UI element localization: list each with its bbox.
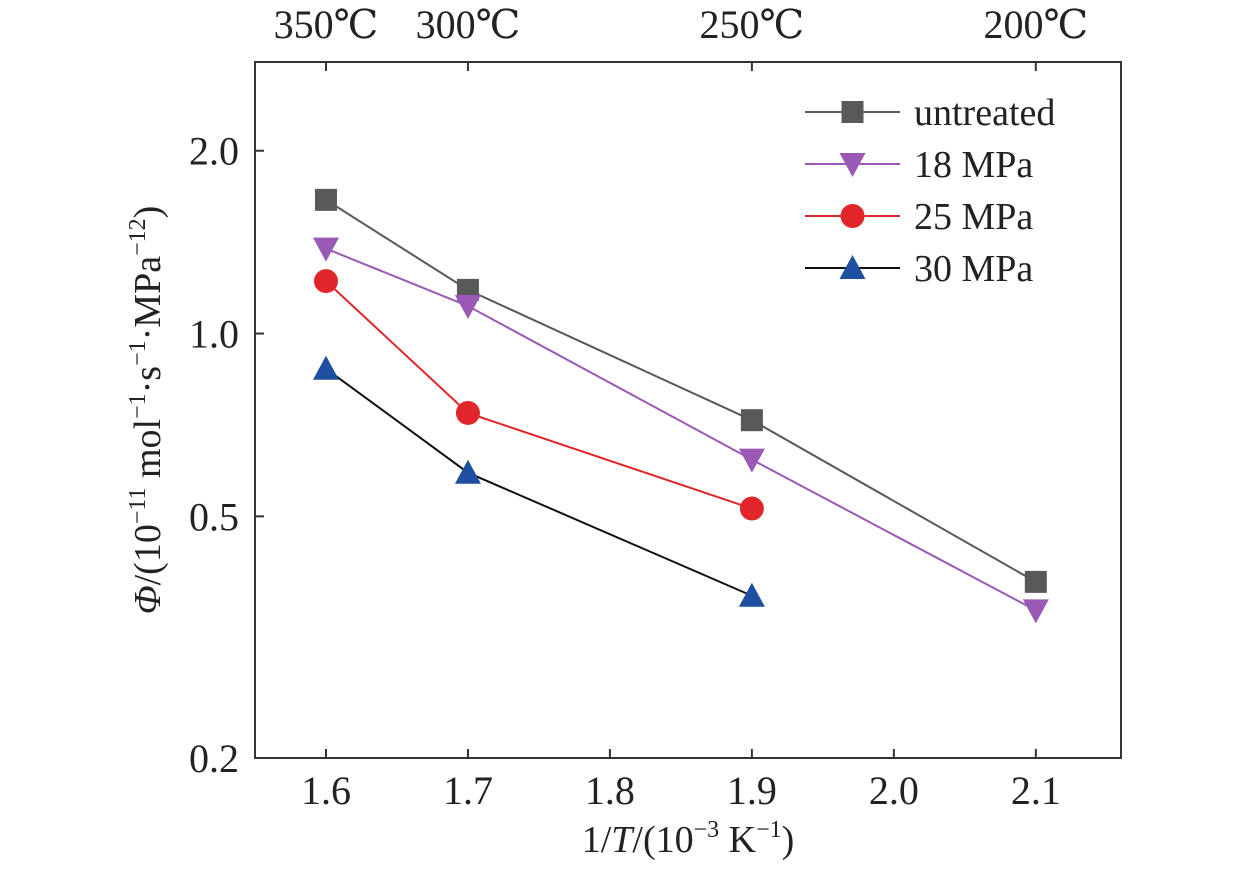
- x-axis-title-variable: T: [611, 819, 635, 861]
- x-tick-label: 1.7: [443, 768, 493, 813]
- legend-entry: 30 MPa: [805, 248, 1033, 290]
- series-3: [312, 355, 765, 607]
- x-axis-title-suffix: ): [782, 819, 795, 861]
- series-line: [325, 367, 753, 597]
- data-point: [312, 355, 339, 380]
- data-point: [739, 496, 764, 521]
- legend-label: untreated: [914, 92, 1055, 134]
- data-point: [1022, 599, 1049, 624]
- x-tick-label: 2.0: [869, 768, 919, 813]
- legend-entry: 25 MPa: [805, 196, 1033, 238]
- y-axis-title: Φ/(10−11 mol−1·s−1·MPa−12): [125, 206, 169, 615]
- legend-marker: [839, 255, 866, 279]
- y-axis-title-part-a: /(10: [127, 524, 169, 585]
- y-axis-title-exp-3: −1: [125, 340, 151, 366]
- tick-layer: 1.6 1.7 1.8 1.9 2.0 2.1 0.2 0.5 1.0 2.0 350℃ 300℃ 25…: [189, 2, 1088, 813]
- x-axis-title-mid: /(10: [632, 819, 693, 861]
- x-axis-title-prefix: 1/: [582, 819, 612, 861]
- series-line: [325, 280, 753, 510]
- top-tick-label: 250℃: [700, 2, 805, 47]
- series-layer: [312, 188, 1049, 624]
- x-tick-label: 1.8: [585, 768, 635, 813]
- legend-label: 25 MPa: [914, 196, 1033, 238]
- data-point: [1024, 570, 1047, 593]
- legend-label: 18 MPa: [914, 144, 1033, 186]
- y-tick-label: 2.0: [189, 129, 239, 174]
- data-point: [454, 459, 481, 484]
- y-axis-title-part-c: ·s: [127, 366, 169, 393]
- y-tick-label: 1.0: [189, 312, 239, 357]
- data-point: [738, 582, 765, 607]
- plot-frame: [254, 61, 1122, 759]
- y-axis-title-part-f: ): [127, 206, 169, 219]
- series-line: [325, 247, 1037, 612]
- y-axis-title-variable: Φ: [127, 585, 169, 614]
- data-point: [454, 295, 481, 320]
- y-axis-title-exp-1: −11: [125, 488, 151, 525]
- y-axis-title-exp-2: −1: [125, 393, 151, 419]
- x-tick-label: 2.1: [1011, 768, 1061, 813]
- series-line: [325, 199, 1037, 583]
- x-tick-label: 1.9: [727, 768, 777, 813]
- legend-entry: 18 MPa: [805, 144, 1033, 186]
- legend-entry: untreated: [805, 92, 1055, 134]
- series-1: [312, 237, 1049, 624]
- y-axis-title-part-d: ·MPa: [127, 256, 169, 341]
- x-axis-title: 1/T/(10−3 K−1): [582, 817, 795, 861]
- legend-marker: [841, 101, 864, 123]
- y-axis-title-part-b: mol: [127, 419, 169, 488]
- x-tick-label: 1.6: [301, 768, 351, 813]
- data-point: [314, 188, 337, 211]
- series-2: [313, 269, 764, 521]
- data-point: [312, 237, 339, 262]
- legend-marker: [839, 153, 866, 177]
- y-tick-label: 0.5: [189, 494, 239, 539]
- y-axis-title-exp-4: −12: [125, 218, 151, 256]
- y-tick-label: 0.2: [189, 736, 239, 781]
- data-point: [738, 448, 765, 473]
- data-point: [455, 400, 480, 425]
- data-point: [313, 269, 338, 294]
- x-axis-title-unit-exponent: −1: [756, 817, 782, 843]
- legend-marker: [840, 204, 865, 228]
- data-point: [740, 409, 763, 432]
- top-tick-label: 350℃: [274, 2, 379, 47]
- legend-label: 30 MPa: [914, 248, 1033, 290]
- top-tick-label: 300℃: [416, 2, 521, 47]
- x-axis-title-unit: K: [719, 819, 757, 861]
- legend: untreated 18 MPa 25 MPa 30 MPa: [805, 92, 1055, 290]
- x-axis-title-exponent: −3: [694, 817, 720, 843]
- top-tick-label: 200℃: [983, 2, 1088, 47]
